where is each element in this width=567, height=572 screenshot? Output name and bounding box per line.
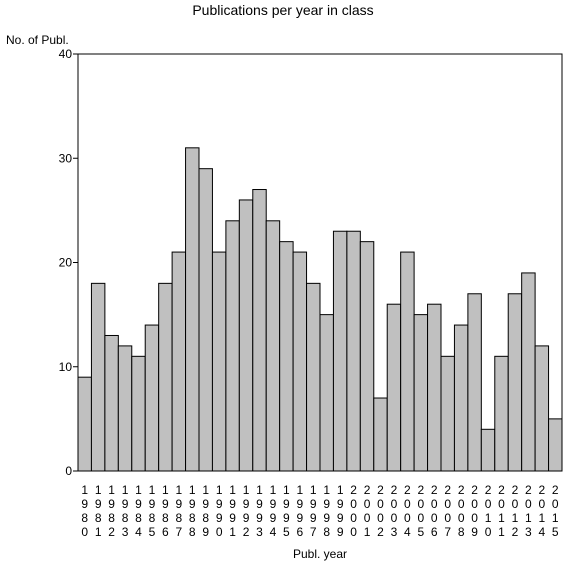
bar-2011 xyxy=(494,355,509,472)
bar-2003 xyxy=(386,303,402,472)
bar-1990 xyxy=(211,251,227,472)
bar-1987 xyxy=(171,251,187,472)
bar-1988 xyxy=(185,147,200,472)
y-tick-label-20: 20 xyxy=(59,256,73,270)
bar-1989 xyxy=(198,168,213,472)
bar-1983 xyxy=(117,345,133,472)
bar-2014 xyxy=(534,345,550,472)
bar-1981 xyxy=(90,282,106,472)
bar-1997 xyxy=(306,282,321,472)
bar-2002 xyxy=(373,397,388,472)
bar-1998 xyxy=(319,314,334,472)
y-tick-label-40: 40 xyxy=(59,47,73,61)
bar-2001 xyxy=(359,241,375,472)
bar-1980 xyxy=(77,376,92,472)
bar-2005 xyxy=(413,314,429,472)
bar-2013 xyxy=(521,272,536,472)
bar-1993 xyxy=(252,189,267,472)
bar-1984 xyxy=(131,355,146,472)
y-axis-label: No. of Publ. xyxy=(6,33,69,47)
bar-2012 xyxy=(507,293,523,472)
y-tick-label-0: 0 xyxy=(65,464,72,478)
bar-2010 xyxy=(480,428,496,472)
bar-1996 xyxy=(292,251,308,472)
bar-1999 xyxy=(332,230,348,472)
bar-1982 xyxy=(104,334,119,472)
bar-1995 xyxy=(279,241,294,472)
bar-2006 xyxy=(427,303,442,472)
y-axis: 0 10 20 30 40 xyxy=(59,47,78,478)
bar-2004 xyxy=(400,251,415,472)
bar-1986 xyxy=(158,282,173,472)
y-tick-label-30: 30 xyxy=(59,151,73,165)
bar-1992 xyxy=(238,199,254,472)
chart-title: Publications per year in class xyxy=(192,2,373,18)
y-tick-label-10: 10 xyxy=(59,360,73,374)
bar-2007 xyxy=(440,355,455,472)
bar-2008 xyxy=(453,324,469,472)
bar-1994 xyxy=(265,220,281,472)
bar-2009 xyxy=(467,293,482,472)
bar-2000 xyxy=(346,230,361,472)
bars-layer xyxy=(77,147,563,472)
x-axis: 1 9 8 0 1 9 8 1 1 9 8 2 1 9 8 3 1 9 8 4 1 9 8 5 1 9 8 6 1 9 8 7 1 9 8 8 1 9 8 9… xyxy=(81,483,559,539)
bar-2015 xyxy=(548,418,563,472)
x-axis-label: Publ. year xyxy=(293,547,347,561)
bar-1991 xyxy=(225,220,240,472)
bar-1985 xyxy=(144,324,160,472)
